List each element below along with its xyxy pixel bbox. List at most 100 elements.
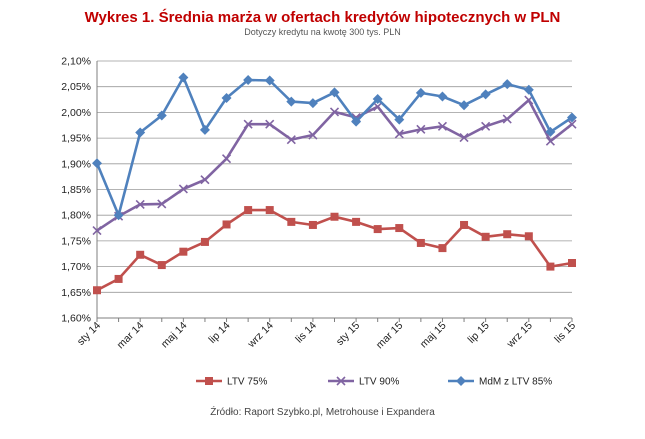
data-point-stroke	[178, 184, 188, 194]
data-point	[265, 206, 274, 215]
series-line	[96, 208, 573, 292]
data-point	[524, 232, 533, 241]
data-point-stroke	[329, 107, 340, 117]
series-layer	[92, 72, 577, 295]
data-point-stroke	[545, 136, 555, 146]
x-tick-label: lip 15	[466, 320, 492, 346]
data-point-stroke	[481, 121, 491, 131]
y-tick-label: 1,70%	[61, 261, 91, 273]
data-point-stroke	[437, 121, 448, 131]
legend-item: LTV 75%	[196, 377, 267, 388]
data-point	[336, 376, 346, 386]
data-point	[221, 154, 232, 164]
x-tick-label: mar 14	[115, 320, 147, 352]
data-point	[502, 79, 513, 90]
data-point	[545, 136, 555, 146]
x-tick-label: sty 15	[334, 320, 362, 348]
data-point	[200, 175, 210, 185]
data-point	[352, 217, 361, 226]
x-tick-label: wrz 15	[504, 320, 535, 351]
y-tick-label: 1,80%	[61, 210, 91, 222]
x-tick-label: lis 15	[552, 320, 578, 346]
data-point	[394, 114, 405, 125]
data-point	[287, 217, 296, 226]
data-point	[546, 262, 555, 271]
data-point-stroke	[373, 102, 383, 112]
series-line	[96, 98, 573, 232]
data-point	[92, 158, 102, 169]
data-point	[178, 72, 189, 83]
data-point	[438, 244, 447, 253]
x-tick-label: maj 15	[418, 320, 449, 351]
data-point	[523, 84, 534, 95]
data-point	[205, 377, 213, 385]
y-tick-label: 2,00%	[61, 107, 91, 119]
data-point	[113, 210, 124, 221]
legend-label: LTV 75%	[227, 377, 267, 388]
data-point-stroke	[221, 154, 232, 164]
data-point	[135, 199, 145, 209]
data-point-stroke	[265, 119, 275, 129]
chart-legend: LTV 75% LTV 90% MdM z LTV 85%	[196, 376, 552, 388]
data-point	[459, 133, 469, 143]
data-point	[179, 247, 188, 256]
data-point	[156, 110, 167, 121]
data-point	[330, 212, 339, 221]
data-point	[93, 286, 101, 295]
data-point	[222, 220, 231, 229]
data-point-stroke	[567, 119, 577, 129]
data-point	[243, 75, 254, 86]
data-point	[416, 238, 425, 247]
chart-title: Wykres 1. Średnia marża w ofertach kredy…	[84, 9, 561, 26]
data-point	[135, 127, 146, 138]
y-tick-label: 1,95%	[61, 133, 91, 145]
data-point-stroke	[286, 135, 296, 145]
data-point	[308, 130, 318, 140]
data-point	[286, 135, 296, 145]
data-point	[199, 124, 210, 135]
data-point-stroke	[308, 130, 318, 140]
y-tick-label: 1,85%	[61, 184, 91, 196]
data-point	[567, 112, 577, 123]
data-point	[136, 250, 145, 259]
data-point	[459, 100, 470, 111]
data-point	[437, 121, 448, 131]
data-point	[568, 259, 576, 268]
data-point	[481, 121, 491, 131]
legend-label: LTV 90%	[359, 377, 399, 388]
chart-subtitle: Dotyczy kredytu na kwotę 300 tys. PLN	[244, 27, 401, 37]
data-point	[567, 119, 577, 129]
y-tick-label: 1,90%	[61, 158, 91, 170]
y-tick-label: 1,60%	[61, 313, 91, 325]
data-point-stroke	[416, 124, 426, 134]
x-tick-label: lip 14	[206, 320, 232, 346]
series-1	[92, 95, 577, 236]
grid-layer	[97, 60, 572, 319]
y-tick-label: 2,05%	[61, 81, 91, 93]
data-point	[480, 89, 491, 100]
data-point	[545, 126, 556, 137]
y-tick-label: 2,10%	[61, 56, 91, 68]
data-point	[157, 261, 166, 270]
data-point-stroke	[243, 119, 253, 129]
data-point	[92, 226, 102, 236]
data-point-stroke	[394, 129, 404, 139]
data-point	[221, 93, 232, 104]
legend-item: LTV 90%	[328, 376, 399, 388]
data-point-stroke	[459, 133, 469, 143]
data-point	[437, 91, 448, 102]
data-point-stroke	[336, 376, 346, 386]
data-point	[395, 224, 404, 233]
data-point	[178, 184, 188, 194]
data-point	[503, 230, 512, 239]
data-point	[460, 220, 469, 229]
data-point	[243, 119, 253, 129]
data-point	[373, 102, 383, 112]
data-point	[244, 206, 253, 215]
data-point	[307, 98, 318, 109]
x-tick-label: lis 14	[293, 320, 319, 346]
data-point	[394, 129, 404, 139]
data-point	[481, 232, 490, 241]
x-tick-label: mar 15	[374, 320, 406, 352]
